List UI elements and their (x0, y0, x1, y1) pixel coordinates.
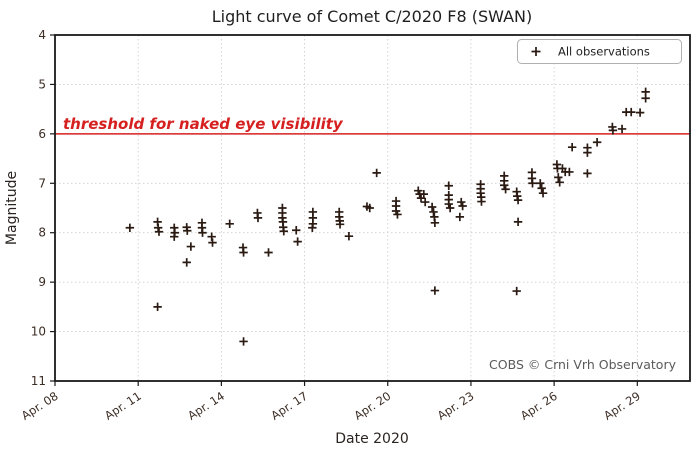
data-point (617, 124, 627, 134)
data-point (393, 210, 402, 219)
y-tick-label: 5 (38, 77, 46, 91)
watermark-text: COBS © Crni Vrh Observatory (489, 357, 677, 372)
data-point (537, 184, 546, 193)
x-axis-label: Date 2020 (335, 431, 409, 447)
data-point (430, 218, 440, 228)
data-point (264, 248, 273, 257)
data-point (592, 138, 602, 147)
data-point (183, 226, 192, 235)
data-point (153, 302, 162, 312)
data-point (635, 108, 645, 117)
y-tick-label: 6 (38, 127, 46, 141)
y-tick-label: 11 (31, 374, 46, 388)
y-tick-label: 9 (38, 275, 46, 289)
data-point (444, 199, 453, 209)
x-tick-label: Apr. 17 (268, 389, 310, 423)
data-point (344, 231, 354, 241)
data-point (253, 213, 263, 223)
data-point (500, 181, 509, 190)
data-point (555, 178, 564, 187)
x-tick-label: Apr. 08 (19, 389, 61, 423)
data-point (186, 242, 196, 251)
data-point (457, 197, 466, 207)
legend-box (517, 39, 682, 64)
data-point (182, 258, 191, 267)
data-point (445, 203, 455, 213)
threshold-annotation: threshold for naked eye visibility (63, 115, 344, 133)
data-point (427, 202, 437, 212)
data-point (225, 219, 234, 229)
plot-border (54, 34, 691, 382)
data-point (567, 143, 577, 152)
data-point (455, 212, 465, 222)
data-point (554, 173, 563, 182)
data-point (154, 227, 164, 236)
y-axis-label: Magnitude (4, 171, 20, 245)
x-tick-label: Apr. 26 (518, 389, 560, 423)
y-tick-label: 8 (38, 226, 46, 240)
data-point (239, 248, 248, 257)
y-tick-label: 7 (38, 176, 46, 190)
data-point (501, 185, 510, 194)
data-point (293, 237, 302, 246)
x-tick-label: Apr. 11 (102, 389, 144, 423)
data-point (513, 195, 523, 205)
data-point (335, 220, 345, 229)
x-tick-label: Apr. 20 (352, 389, 394, 423)
data-point (528, 179, 537, 188)
plus-marker-icon (531, 47, 541, 56)
data-point (170, 232, 179, 241)
data-point (372, 168, 381, 178)
data-point (292, 226, 301, 235)
data-point (419, 189, 428, 199)
data-point (125, 223, 135, 232)
data-point (608, 126, 618, 135)
chart-title: Light curve of Comet C/2020 F8 (SWAN) (212, 7, 533, 26)
legend: All observations (517, 39, 682, 64)
data-point (512, 286, 521, 296)
data-point (239, 337, 248, 346)
x-tick-label: Apr. 14 (185, 389, 227, 423)
data-point (641, 94, 650, 103)
data-point (279, 227, 288, 236)
data-point (198, 228, 207, 237)
legend-entry-label: All observations (558, 45, 650, 59)
data-point (583, 148, 592, 157)
data-point (536, 179, 545, 188)
data-point (583, 169, 592, 178)
data-point (365, 203, 374, 213)
data-point (420, 197, 430, 207)
data-point (430, 286, 440, 295)
y-tick-label: 4 (38, 28, 46, 42)
data-points-layer (125, 87, 650, 346)
x-tick-label: Apr. 23 (435, 389, 477, 423)
data-point (565, 167, 574, 177)
data-point (513, 217, 523, 227)
data-point (444, 181, 453, 190)
data-point (308, 223, 317, 232)
data-point (208, 238, 217, 247)
data-point (538, 188, 548, 198)
x-tick-label: Apr. 29 (601, 389, 643, 423)
data-point (627, 107, 636, 117)
data-point (458, 201, 467, 211)
data-point (477, 197, 486, 206)
y-tick-label: 10 (31, 325, 46, 339)
